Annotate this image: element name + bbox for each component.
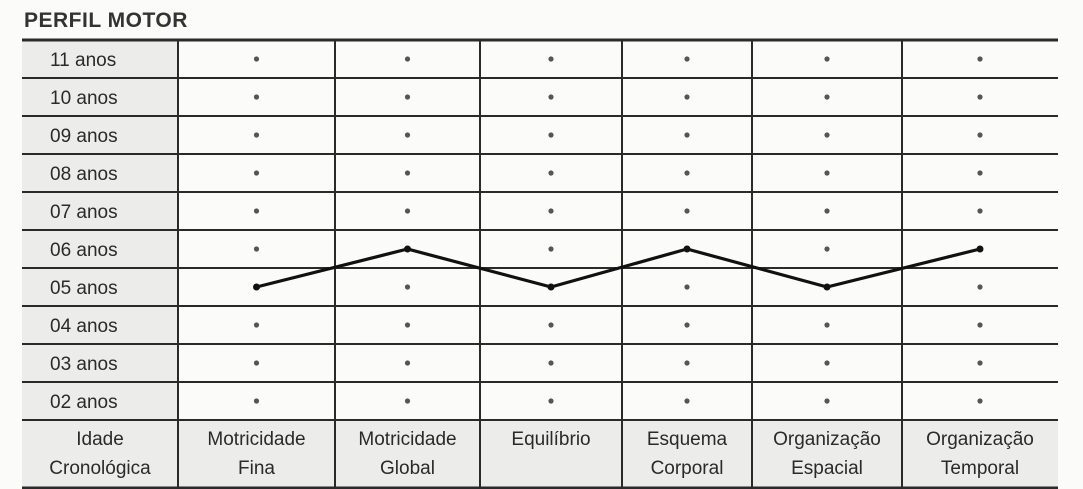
grid-dot xyxy=(548,170,554,176)
row-label: 02 anos xyxy=(50,392,118,413)
grid-dot xyxy=(824,56,830,62)
grid-dot xyxy=(977,322,983,328)
grid-dot xyxy=(404,56,411,62)
grid-dot xyxy=(548,208,554,214)
profile-point xyxy=(976,245,984,253)
grid-dot xyxy=(548,398,554,404)
category-label: Temporal xyxy=(941,458,1019,479)
grid-dot xyxy=(404,208,411,214)
grid-dot xyxy=(548,132,554,138)
profile-point xyxy=(547,283,555,291)
grid-dot xyxy=(684,132,690,138)
grid-dot xyxy=(253,246,260,252)
category-label: Organização xyxy=(926,429,1034,450)
grid-dot xyxy=(253,56,260,62)
grid-dot xyxy=(684,56,690,62)
grid-dot xyxy=(824,398,830,404)
grid-dot xyxy=(684,94,690,100)
row-label: 09 anos xyxy=(50,126,118,147)
row-label: 05 anos xyxy=(50,278,118,299)
profile-point xyxy=(404,245,411,253)
category-label: Corporal xyxy=(651,458,724,479)
row-label: 10 anos xyxy=(50,88,118,109)
grid-dot xyxy=(684,322,690,328)
grid-dot xyxy=(253,208,260,214)
header-row-bg xyxy=(178,420,1058,488)
grid-dot xyxy=(253,360,260,366)
row-label: 07 anos xyxy=(50,202,118,223)
grid-dot xyxy=(977,208,983,214)
grid-dot xyxy=(548,322,554,328)
profile-point xyxy=(823,283,831,291)
grid-dot xyxy=(824,322,830,328)
grid-dot xyxy=(548,360,554,366)
grid-dot xyxy=(684,208,690,214)
grid-dot xyxy=(977,284,983,290)
grid-dot xyxy=(684,398,690,404)
grid-dot xyxy=(684,284,690,290)
grid-dot xyxy=(684,170,690,176)
profile-line xyxy=(256,247,981,289)
row-label: 08 anos xyxy=(50,164,118,185)
grid-dot xyxy=(253,132,260,138)
grid-dot xyxy=(404,94,411,100)
category-label: Motricidade xyxy=(207,429,305,450)
grid-dot xyxy=(548,94,554,100)
grid-dot xyxy=(977,56,983,62)
category-label: Esquema xyxy=(647,429,728,450)
grid-dot xyxy=(684,360,690,366)
grid-dot xyxy=(824,246,830,252)
grid-dot xyxy=(253,94,260,100)
grid-dot xyxy=(253,322,260,328)
label-column-bg xyxy=(22,40,178,488)
grid-dot xyxy=(977,170,983,176)
grid-dot xyxy=(404,398,411,404)
grid-dot xyxy=(977,132,983,138)
grid-dot xyxy=(548,56,554,62)
grid-dot xyxy=(824,170,830,176)
grid-dot xyxy=(977,398,983,404)
row-label: 03 anos xyxy=(50,354,118,375)
row-label: 06 anos xyxy=(50,240,118,261)
grid-dot xyxy=(404,322,411,328)
grid-dot xyxy=(824,360,830,366)
category-label: Equilíbrio xyxy=(511,429,590,450)
row-label: 04 anos xyxy=(50,316,118,337)
grid-dot xyxy=(824,94,830,100)
category-label: Organização xyxy=(773,429,881,450)
grid-dot xyxy=(404,170,411,176)
grid-dot xyxy=(404,284,411,290)
chart-title: PERFIL MOTOR xyxy=(24,9,188,32)
grid-dot xyxy=(824,132,830,138)
corner-label: Cronológica xyxy=(49,458,151,479)
profile-point xyxy=(683,245,691,253)
grid-dot xyxy=(404,360,411,366)
category-label: Fina xyxy=(238,458,275,479)
grid-dot xyxy=(253,170,260,176)
category-label: Global xyxy=(380,458,435,479)
grid-dot xyxy=(824,208,830,214)
grid-dot xyxy=(977,360,983,366)
corner-label: Idade xyxy=(76,429,124,450)
grid-dot xyxy=(253,398,260,404)
profile-point xyxy=(253,283,260,291)
grid-dot xyxy=(977,94,983,100)
row-label: 11 anos xyxy=(50,50,116,71)
grid-dot xyxy=(404,132,411,138)
grid-dot xyxy=(548,246,554,252)
category-label: Espacial xyxy=(791,458,863,479)
category-label: Motricidade xyxy=(358,429,456,450)
